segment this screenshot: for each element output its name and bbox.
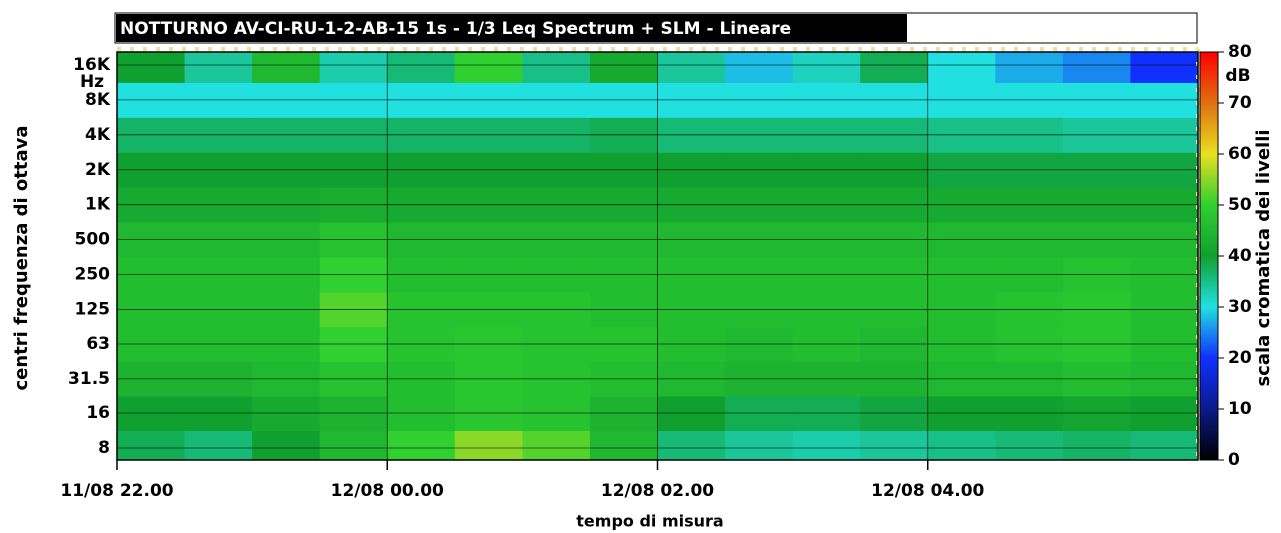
heatmap-cell xyxy=(793,52,861,83)
heatmap-cell xyxy=(522,396,590,431)
heatmap-cell xyxy=(658,431,726,461)
heatmap-cell xyxy=(1130,431,1198,461)
colorbar-tick-label: 30 xyxy=(1228,297,1252,317)
heatmap-cell xyxy=(1130,396,1198,431)
x-tick-label: 11/08 22.00 xyxy=(60,481,173,501)
y-tick-label: 4K xyxy=(85,125,111,145)
heatmap-cell xyxy=(117,431,185,461)
heatmap-cell xyxy=(860,52,928,83)
x-axis-label: tempo di misura xyxy=(576,512,723,531)
heatmap-cell xyxy=(455,431,523,461)
colorbar xyxy=(1200,52,1218,460)
y-tick-label: 2K xyxy=(85,160,111,180)
heatmap-cell xyxy=(455,396,523,431)
heatmap-cell xyxy=(252,431,320,461)
heatmap-cell xyxy=(1063,52,1131,83)
heatmap-cell xyxy=(522,52,590,83)
y-tick-label: 125 xyxy=(75,299,111,319)
heatmap-cell xyxy=(658,396,726,431)
colorbar-tick-label: 40 xyxy=(1228,246,1252,266)
heatmap-cell xyxy=(1130,52,1198,83)
heatmap-cell xyxy=(590,52,658,83)
y-axis-label: centri frequenza di ottava xyxy=(11,125,32,390)
heatmap-cell xyxy=(658,52,726,83)
y-tick-label: 63 xyxy=(86,334,110,354)
heatmap-cell xyxy=(320,396,388,431)
colorbar-label: scala cromatica dei livelli xyxy=(1253,129,1274,386)
heatmap-cell xyxy=(320,52,388,83)
heatmap-cell xyxy=(860,396,928,431)
colorbar-tick-label: 60 xyxy=(1228,144,1252,164)
heatmap-cell xyxy=(860,431,928,461)
heatmap-cell xyxy=(387,431,455,461)
colorbar-tick-label: 50 xyxy=(1228,195,1252,215)
chart-title: NOTTURNO AV-CI-RU-1-2-AB-15 1s - 1/3 Leq… xyxy=(120,19,791,39)
colorbar-tick-label: 10 xyxy=(1228,399,1252,419)
y-tick-label: 16K xyxy=(73,55,111,75)
heatmap-cell xyxy=(1063,431,1131,461)
heatmap-cell xyxy=(793,431,861,461)
chart: NOTTURNO AV-CI-RU-1-2-AB-15 1s - 1/3 Leq… xyxy=(0,0,1281,533)
heatmap-cell xyxy=(928,431,996,461)
heatmap-cell xyxy=(928,52,996,83)
heatmap-cell xyxy=(252,52,320,83)
y-tick-label: 1K xyxy=(85,195,111,215)
heatmap-cell xyxy=(725,431,793,461)
heatmap-cell xyxy=(252,396,320,431)
heatmap-cell xyxy=(725,52,793,83)
heatmap-cell xyxy=(387,396,455,431)
x-tick-label: 12/08 04.00 xyxy=(871,481,984,501)
heatmap-cell xyxy=(522,431,590,461)
heatmap-cell xyxy=(590,396,658,431)
heatmap-cell xyxy=(725,396,793,431)
heatmap-cell xyxy=(455,52,523,83)
y-tick-label: 8K xyxy=(85,90,111,110)
heatmap-cell xyxy=(387,52,455,83)
y-tick-label: 8 xyxy=(98,438,110,458)
colorbar-tick-label: 0 xyxy=(1228,450,1240,470)
colorbar-tick-label: 70 xyxy=(1228,93,1252,113)
heatmap-cell xyxy=(185,52,253,83)
heatmap-cell xyxy=(995,431,1063,461)
heatmap-cell xyxy=(928,396,996,431)
heatmap-cell xyxy=(995,52,1063,83)
heatmap-cell xyxy=(995,396,1063,431)
x-tick-label: 12/08 02.00 xyxy=(601,481,714,501)
y-tick-label: 500 xyxy=(75,230,111,250)
heatmap-cell xyxy=(1063,396,1131,431)
heatmap-cell xyxy=(185,396,253,431)
x-tick-label: 12/08 00.00 xyxy=(331,481,444,501)
heatmap-cell xyxy=(117,52,185,83)
heatmap-cell xyxy=(793,396,861,431)
heatmap-cell xyxy=(590,431,658,461)
y-tick-label: 31.5 xyxy=(68,369,110,389)
heatmap-cell xyxy=(117,396,185,431)
colorbar-tick-label: 20 xyxy=(1228,348,1252,368)
heatmap-cell xyxy=(185,431,253,461)
heatmap-cell xyxy=(320,431,388,461)
colorbar-tick-label: 80 xyxy=(1228,42,1252,62)
y-tick-label: 16 xyxy=(86,403,110,423)
y-tick-label: 250 xyxy=(75,265,111,285)
colorbar-unit: dB xyxy=(1225,66,1250,86)
